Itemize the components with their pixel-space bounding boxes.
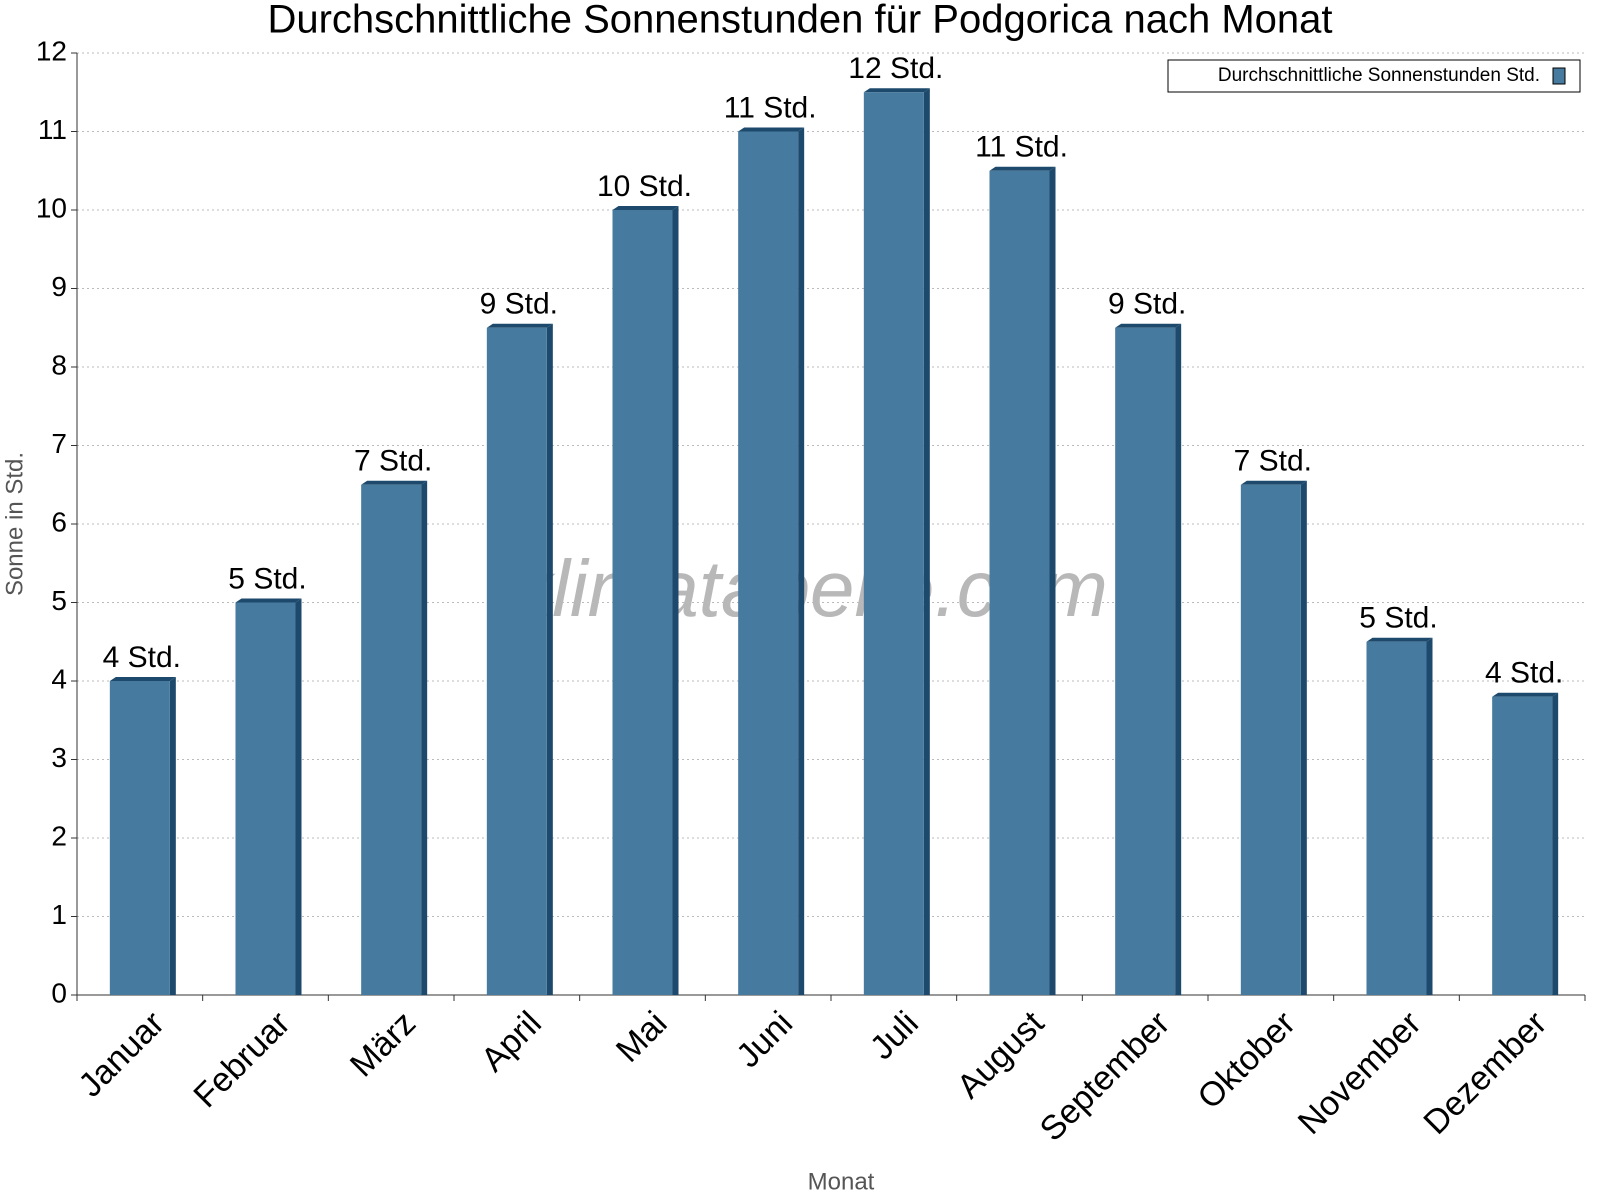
x-tick-label: März: [343, 1004, 423, 1084]
bar-top: [1115, 323, 1182, 328]
bar: [863, 92, 924, 995]
bar-side: [1552, 692, 1559, 995]
bar: [1240, 484, 1301, 995]
bar-side: [798, 127, 805, 995]
y-tick-label: 3: [51, 742, 67, 773]
value-label: 9 Std.: [1108, 288, 1186, 321]
bar-side: [295, 598, 302, 995]
legend-box: [1167, 59, 1581, 93]
y-tick-label: 8: [51, 349, 67, 380]
value-label: 11 Std.: [724, 91, 817, 124]
x-tick-label: September: [1033, 1004, 1177, 1148]
bar: [1115, 327, 1176, 995]
y-tick-label: 6: [51, 506, 67, 537]
bar: [612, 210, 673, 995]
x-tick-label: Oktober: [1190, 1004, 1302, 1116]
value-label: 4 Std.: [1485, 657, 1563, 690]
bar-side: [923, 88, 930, 995]
y-tick-label: 4: [51, 663, 67, 694]
bar-side: [546, 323, 553, 995]
value-label: 7 Std.: [1234, 445, 1312, 478]
bar-top: [989, 166, 1056, 171]
y-tick-label: 12: [36, 35, 67, 66]
x-tick-label: Mai: [609, 1004, 675, 1070]
y-tick-label: 0: [51, 977, 67, 1008]
x-axis-label: Monat: [808, 1168, 875, 1195]
bar-top: [1366, 637, 1433, 642]
value-label: 9 Std.: [480, 288, 558, 321]
bar-top: [361, 480, 428, 485]
bar-side: [1300, 480, 1307, 995]
value-label: 5 Std.: [1359, 602, 1437, 635]
y-tick-label: 7: [51, 428, 67, 459]
x-tick-label: November: [1291, 1004, 1429, 1142]
value-label: 5 Std.: [228, 562, 306, 595]
x-tick-label: Juli: [863, 1004, 926, 1067]
bar-side: [1049, 166, 1056, 995]
bar-side: [1426, 637, 1433, 995]
y-tick-label: 2: [51, 820, 67, 851]
x-tick-label: Februar: [186, 1004, 297, 1115]
x-tick-label: August: [950, 1004, 1052, 1106]
bar-side: [1175, 323, 1182, 995]
bar: [235, 602, 296, 995]
bar-top: [612, 206, 679, 210]
value-label: 7 Std.: [354, 445, 432, 478]
x-tick-label: Dezember: [1416, 1004, 1554, 1142]
bar-top: [235, 598, 302, 603]
bar: [1366, 641, 1427, 995]
y-axis-label: Sonne in Std.: [1, 452, 28, 596]
x-tick-label: Januar: [71, 1004, 171, 1104]
y-tick-label: 11: [38, 114, 67, 145]
legend: Durchschnittliche Sonnenstunden Std.: [1167, 59, 1581, 93]
bar: [738, 131, 799, 995]
bar: [1492, 696, 1553, 995]
bar: [109, 681, 170, 995]
legend-label: Durchschnittliche Sonnenstunden Std.: [1218, 65, 1540, 86]
value-label: 12 Std.: [848, 52, 943, 85]
bar-side: [672, 206, 679, 995]
bar: [989, 170, 1050, 995]
bar-side: [421, 480, 428, 995]
bar-top: [738, 127, 805, 132]
y-tick-label: 5: [51, 585, 67, 616]
bar: [361, 484, 422, 995]
bar: [486, 327, 547, 995]
value-label: 10 Std.: [597, 170, 692, 203]
x-tick-label: Juni: [729, 1004, 800, 1075]
bar-top: [1240, 480, 1307, 485]
bar-top: [863, 88, 930, 93]
y-tick-label: 10: [36, 192, 67, 223]
bar-top: [486, 323, 553, 328]
y-tick-label: 9: [51, 271, 67, 302]
value-label: 4 Std.: [103, 641, 181, 674]
value-label: 11 Std.: [975, 131, 1068, 164]
y-tick-label: 1: [51, 899, 67, 930]
x-tick-label: April: [474, 1004, 549, 1079]
chart-title: Durchschnittliche Sonnenstunden für Podg…: [267, 0, 1332, 42]
legend-swatch: [1552, 67, 1566, 85]
bar-top: [109, 677, 176, 681]
bar-top: [1492, 692, 1559, 697]
bar-side: [169, 677, 176, 995]
